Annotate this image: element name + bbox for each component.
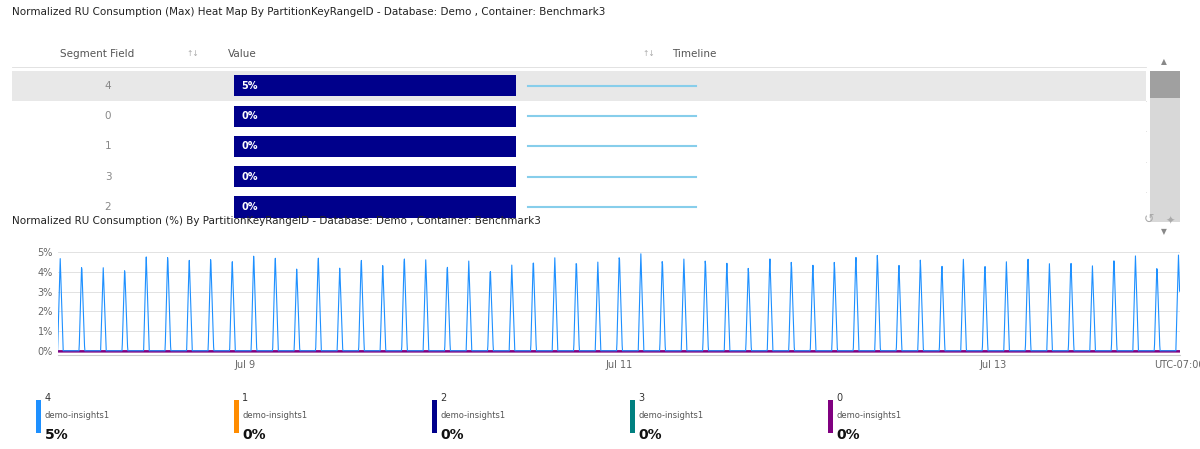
Text: ↑↓: ↑↓ — [642, 49, 655, 58]
Text: Segment Field: Segment Field — [60, 49, 134, 59]
Text: 5%: 5% — [44, 428, 68, 442]
Text: Normalized RU Consumption (Max) Heat Map By PartitionKeyRangeID - Database: Demo: Normalized RU Consumption (Max) Heat Map… — [12, 7, 605, 17]
Text: Timeline: Timeline — [672, 49, 716, 59]
Text: 3: 3 — [104, 172, 112, 182]
Text: 0%: 0% — [242, 428, 266, 442]
Text: Value: Value — [228, 49, 257, 59]
Text: 0: 0 — [104, 111, 112, 121]
Text: 1: 1 — [242, 393, 248, 403]
Text: ↑↓: ↑↓ — [186, 49, 199, 58]
FancyBboxPatch shape — [1150, 70, 1180, 222]
Text: 0%: 0% — [241, 141, 258, 151]
FancyBboxPatch shape — [12, 70, 1146, 101]
Text: 3: 3 — [638, 393, 644, 403]
Text: demo-insights1: demo-insights1 — [44, 411, 109, 420]
Text: demo-insights1: demo-insights1 — [242, 411, 307, 420]
Text: 5%: 5% — [241, 81, 258, 91]
FancyBboxPatch shape — [12, 162, 1146, 192]
Text: ▲: ▲ — [1162, 57, 1166, 66]
Text: Normalized RU Consumption (%) By PartitionKeyRangeID - Database: Demo , Containe: Normalized RU Consumption (%) By Partiti… — [12, 216, 541, 226]
FancyBboxPatch shape — [234, 106, 516, 127]
Text: ↺: ↺ — [1144, 213, 1154, 226]
FancyBboxPatch shape — [12, 101, 1146, 131]
Text: 4: 4 — [104, 81, 112, 91]
Text: 0%: 0% — [241, 172, 258, 182]
FancyBboxPatch shape — [234, 136, 516, 157]
Text: 0%: 0% — [836, 428, 860, 442]
Text: 4: 4 — [44, 393, 50, 403]
Text: 2: 2 — [440, 393, 446, 403]
FancyBboxPatch shape — [234, 166, 516, 187]
Text: ▼: ▼ — [1162, 227, 1166, 236]
Text: 2: 2 — [104, 202, 112, 212]
Text: demo-insights1: demo-insights1 — [836, 411, 901, 420]
FancyBboxPatch shape — [1150, 70, 1180, 98]
Text: 0%: 0% — [638, 428, 662, 442]
Text: ✦: ✦ — [1165, 216, 1175, 226]
FancyBboxPatch shape — [12, 192, 1146, 222]
FancyBboxPatch shape — [234, 75, 516, 97]
Text: demo-insights1: demo-insights1 — [440, 411, 505, 420]
Text: 0%: 0% — [241, 202, 258, 212]
FancyBboxPatch shape — [12, 131, 1146, 162]
Text: 0%: 0% — [440, 428, 464, 442]
Text: demo-insights1: demo-insights1 — [638, 411, 703, 420]
Text: 1: 1 — [104, 141, 112, 151]
Text: 0%: 0% — [241, 111, 258, 121]
Text: 0: 0 — [836, 393, 842, 403]
FancyBboxPatch shape — [234, 197, 516, 218]
